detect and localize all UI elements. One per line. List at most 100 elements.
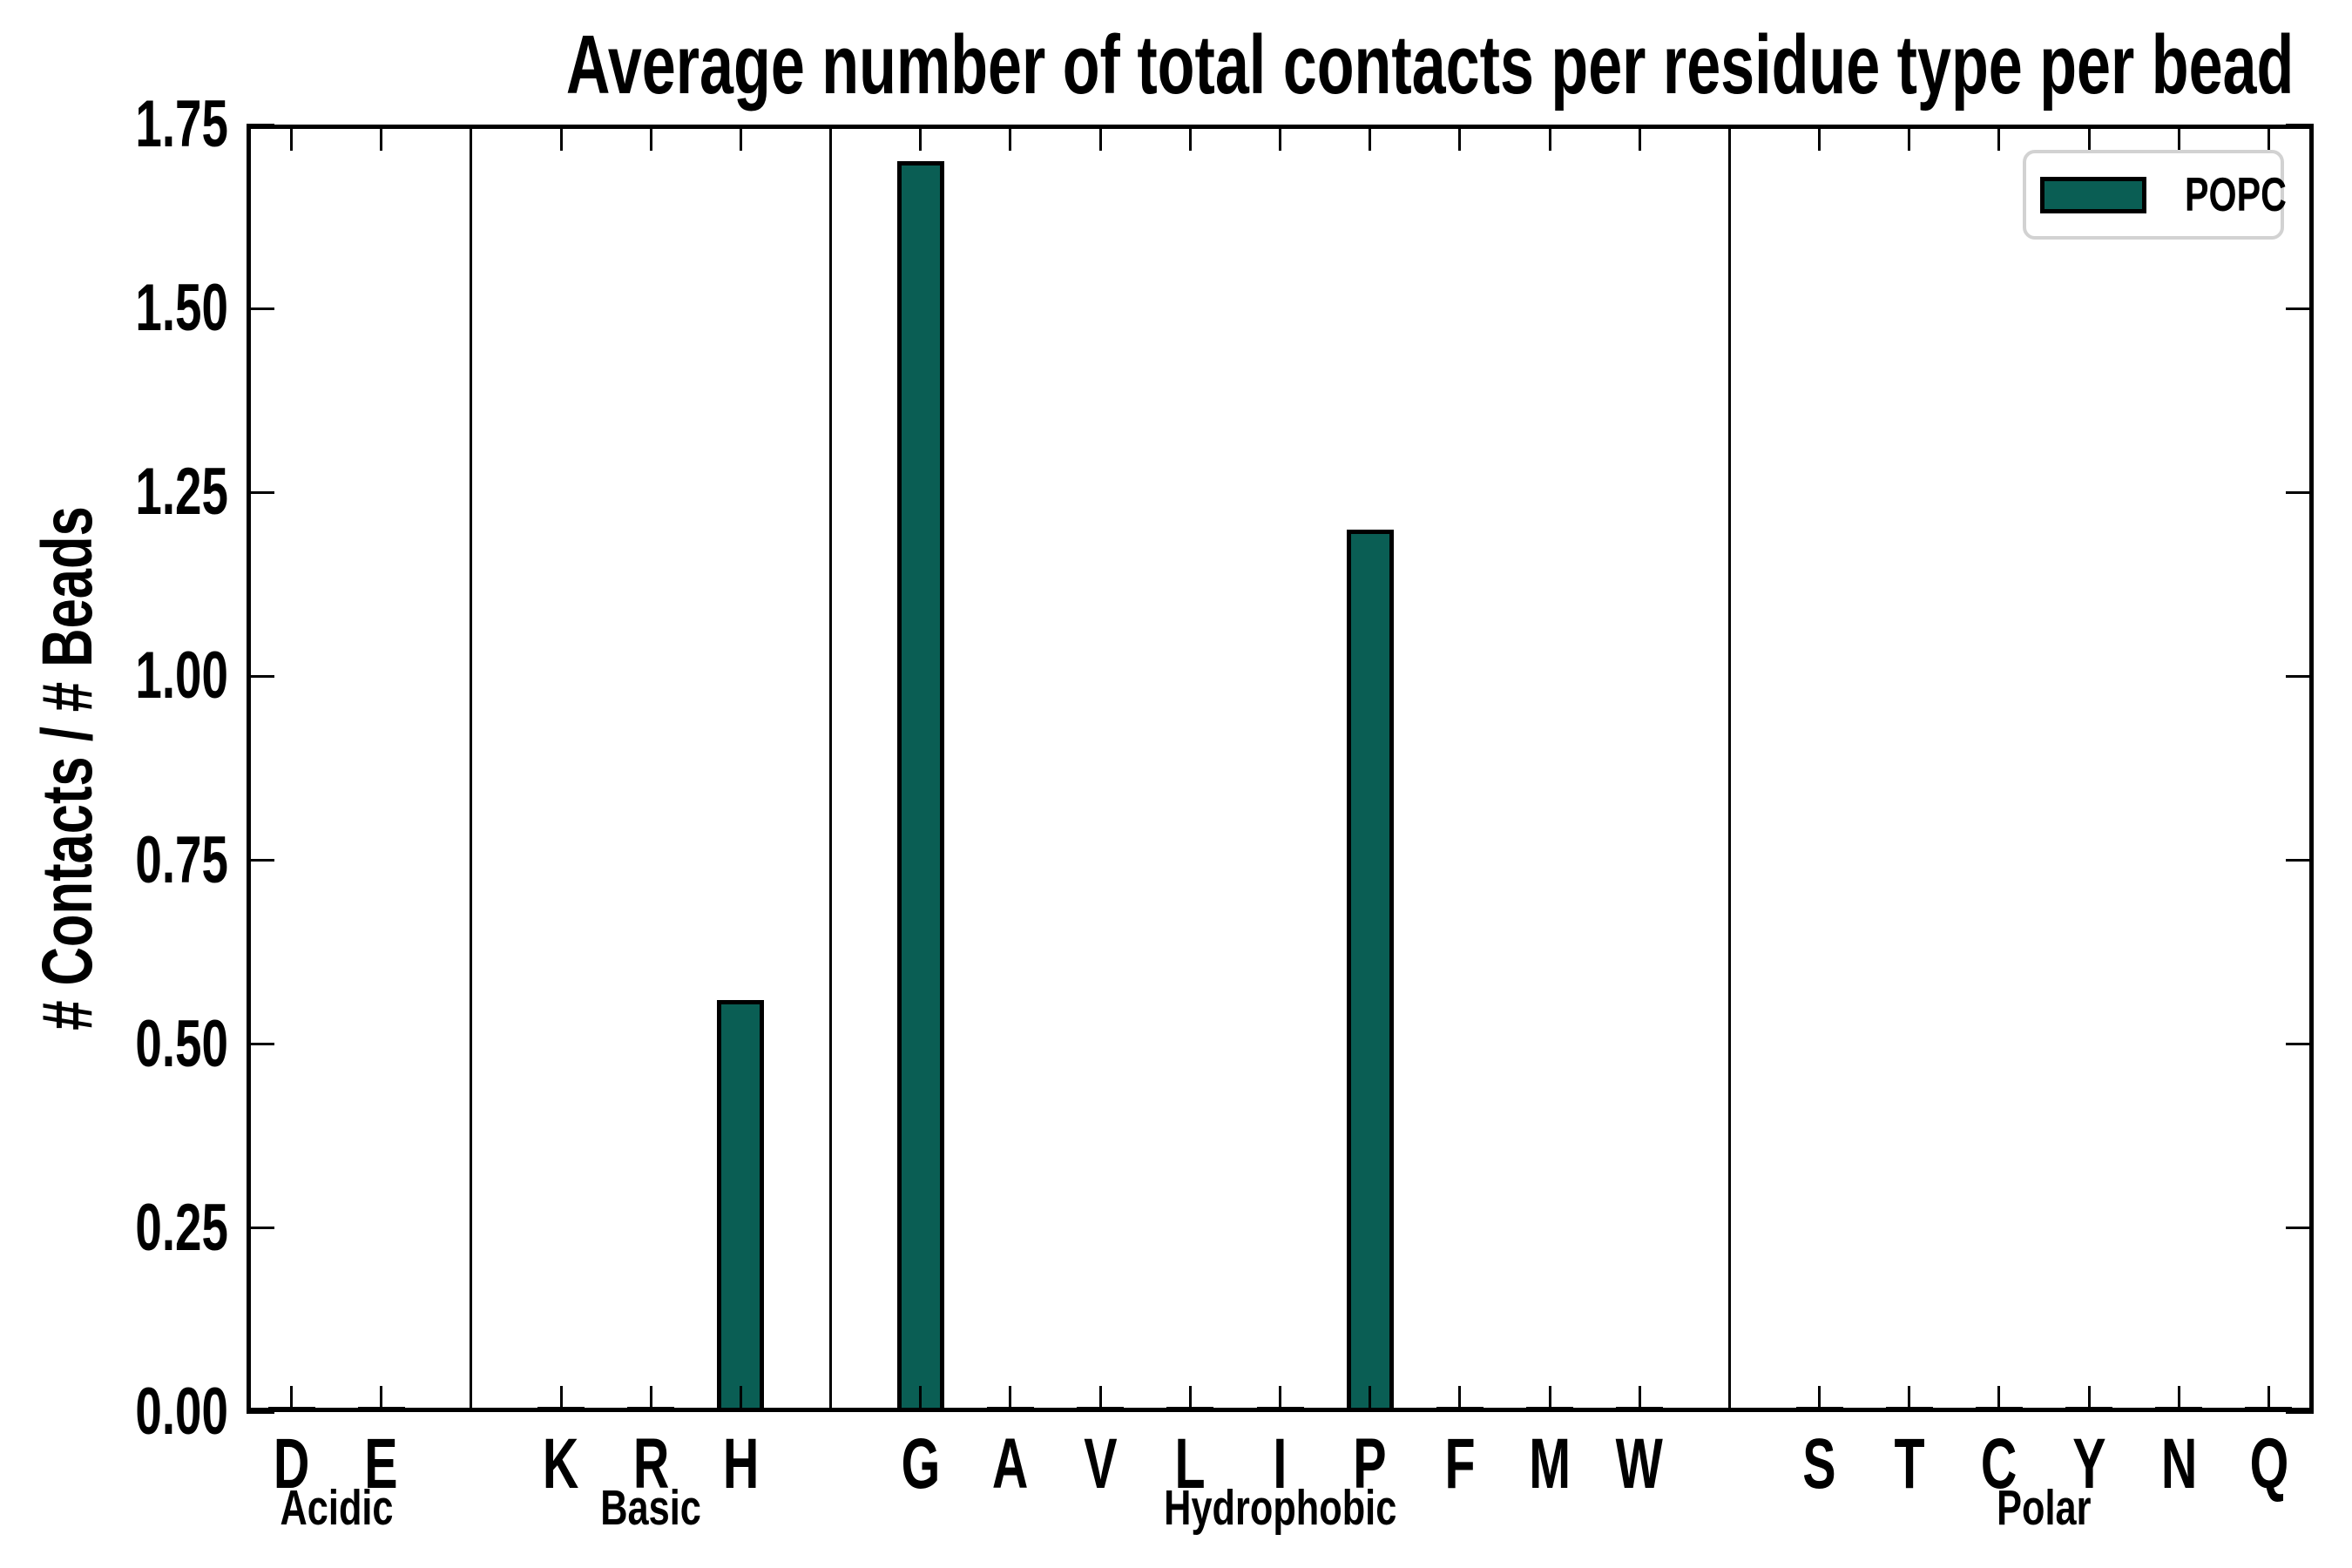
x-tick-top (1188, 125, 1192, 151)
x-axis-label-text: S (1802, 1424, 1836, 1504)
group-label-Polar: Polar (1843, 1484, 2244, 1533)
y-axis-tick-label-0.25: 0.25 (0, 1193, 228, 1263)
x-tick-top (1458, 125, 1462, 151)
x-axis-label-text: V (1083, 1424, 1118, 1504)
x-tick-bottom (380, 1386, 383, 1412)
x-axis-label-Q: Q (2216, 1429, 2321, 1500)
x-axis-label-text: L (1174, 1424, 1206, 1504)
y-axis-tick-label-0.75: 0.75 (0, 822, 228, 897)
group-separator (1727, 125, 1731, 1412)
x-tick-bottom (1369, 1386, 1372, 1412)
x-tick-top (1369, 125, 1372, 151)
group-label-text: Acidic (280, 1480, 394, 1536)
x-axis-label-C: C (1947, 1429, 2051, 1500)
x-axis-label-H: H (688, 1429, 793, 1500)
y-axis-tick-label-text: 1.00 (135, 639, 228, 713)
group-label-Basic: Basic (450, 1484, 851, 1533)
x-tick-top (739, 125, 742, 151)
bar-P (1346, 529, 1394, 1412)
y-tick-right (2286, 307, 2314, 310)
x-tick-top (1818, 125, 1821, 151)
x-axis-label-G: G (868, 1429, 973, 1500)
x-tick-top (2177, 125, 2180, 151)
group-label-Hydrophobic: Hydrophobic (1080, 1484, 1481, 1533)
y-tick-left (247, 307, 274, 310)
x-tick-top (559, 125, 563, 151)
y-tick-right (2286, 490, 2314, 494)
x-tick-top (829, 125, 833, 151)
x-axis-label-D: D (240, 1429, 344, 1500)
x-tick-bottom (1009, 1386, 1012, 1412)
y-tick-right (2286, 1043, 2314, 1046)
y-axis-tick-label-text: 0.75 (135, 822, 228, 897)
y-tick-left (247, 674, 274, 678)
x-axis-label-text: H (722, 1424, 760, 1504)
y-tick-left (247, 123, 274, 126)
x-axis-label-S: S (1767, 1429, 1872, 1500)
y-axis-tick-label-text: 1.75 (135, 87, 228, 161)
x-tick-bottom (1098, 1386, 1102, 1412)
x-axis-label-W: W (1587, 1429, 1692, 1500)
group-separator (829, 125, 833, 1412)
x-axis-label-R: R (598, 1429, 703, 1500)
x-tick-top (2087, 125, 2091, 151)
x-tick-top (470, 125, 473, 151)
x-axis-label-M: M (1497, 1429, 1602, 1500)
y-axis-tick-label-text: 0.25 (135, 1190, 228, 1265)
x-axis-label-text: F (1444, 1424, 1476, 1504)
legend-label-wrap: POPC (2185, 171, 2321, 219)
x-axis-label-text: R (632, 1424, 670, 1504)
x-tick-bottom (1727, 1386, 1731, 1412)
x-axis-label-text: M (1529, 1424, 1571, 1504)
x-tick-top (380, 125, 383, 151)
x-axis-label-text: P (1353, 1424, 1387, 1504)
x-tick-bottom (1638, 1386, 1641, 1412)
x-axis-label-P: P (1318, 1429, 1423, 1500)
x-axis-label-E: E (329, 1429, 434, 1500)
x-tick-bottom (2087, 1386, 2091, 1412)
x-axis-label-text: I (1273, 1424, 1288, 1504)
x-axis-label-L: L (1138, 1429, 1242, 1500)
x-axis-label-text: Y (2072, 1424, 2106, 1504)
x-tick-bottom (919, 1386, 923, 1412)
legend-swatch-popc (2040, 176, 2146, 213)
x-tick-top (649, 125, 652, 151)
y-axis-tick-label-0.00: 0.00 (0, 1377, 228, 1447)
x-tick-bottom (1188, 1386, 1192, 1412)
y-axis-label: # Contacts / # Beads (28, 506, 107, 1031)
group-label-Acidic: Acidic (136, 1484, 537, 1533)
x-tick-top (919, 125, 923, 151)
x-tick-bottom (1279, 1386, 1281, 1412)
x-tick-top (1727, 125, 1731, 151)
y-tick-left (247, 859, 274, 862)
y-axis-tick-label-text: 0.50 (135, 1006, 228, 1081)
y-axis-tick-label-text: 1.50 (135, 271, 228, 346)
x-axis-label-T: T (1857, 1429, 1962, 1500)
chart-title: Average number of total contacts per res… (247, 19, 2314, 112)
y-axis-tick-label-text: 1.25 (135, 455, 228, 530)
group-label-text: Hydrophobic (1163, 1480, 1397, 1536)
y-axis-tick-label-1.75: 1.75 (0, 90, 228, 159)
y-tick-right (2286, 1227, 2314, 1230)
x-axis-label-text: K (543, 1424, 579, 1504)
chart-title-text: Average number of total contacts per res… (565, 18, 2295, 112)
x-axis-label-F: F (1408, 1429, 1512, 1500)
x-tick-top (1279, 125, 1281, 151)
x-tick-top (1997, 125, 2001, 151)
x-tick-top (1009, 125, 1012, 151)
y-tick-left (247, 490, 274, 494)
x-axis-label-text: D (273, 1424, 310, 1504)
y-axis-tick-label-0.50: 0.50 (0, 1006, 228, 1081)
x-tick-bottom (470, 1386, 473, 1412)
group-label-text: Basic (600, 1480, 702, 1536)
x-axis-label-A: A (958, 1429, 1063, 1500)
x-tick-top (1638, 125, 1641, 151)
x-axis-label-I: I (1228, 1429, 1333, 1500)
x-axis-label-V: V (1048, 1429, 1152, 1500)
x-tick-bottom (1458, 1386, 1462, 1412)
x-tick-bottom (1548, 1386, 1551, 1412)
y-axis-tick-label-text: 0.00 (135, 1375, 228, 1449)
x-tick-bottom (1908, 1386, 1911, 1412)
x-tick-top (1548, 125, 1551, 151)
x-axis-label-text: G (901, 1424, 941, 1504)
